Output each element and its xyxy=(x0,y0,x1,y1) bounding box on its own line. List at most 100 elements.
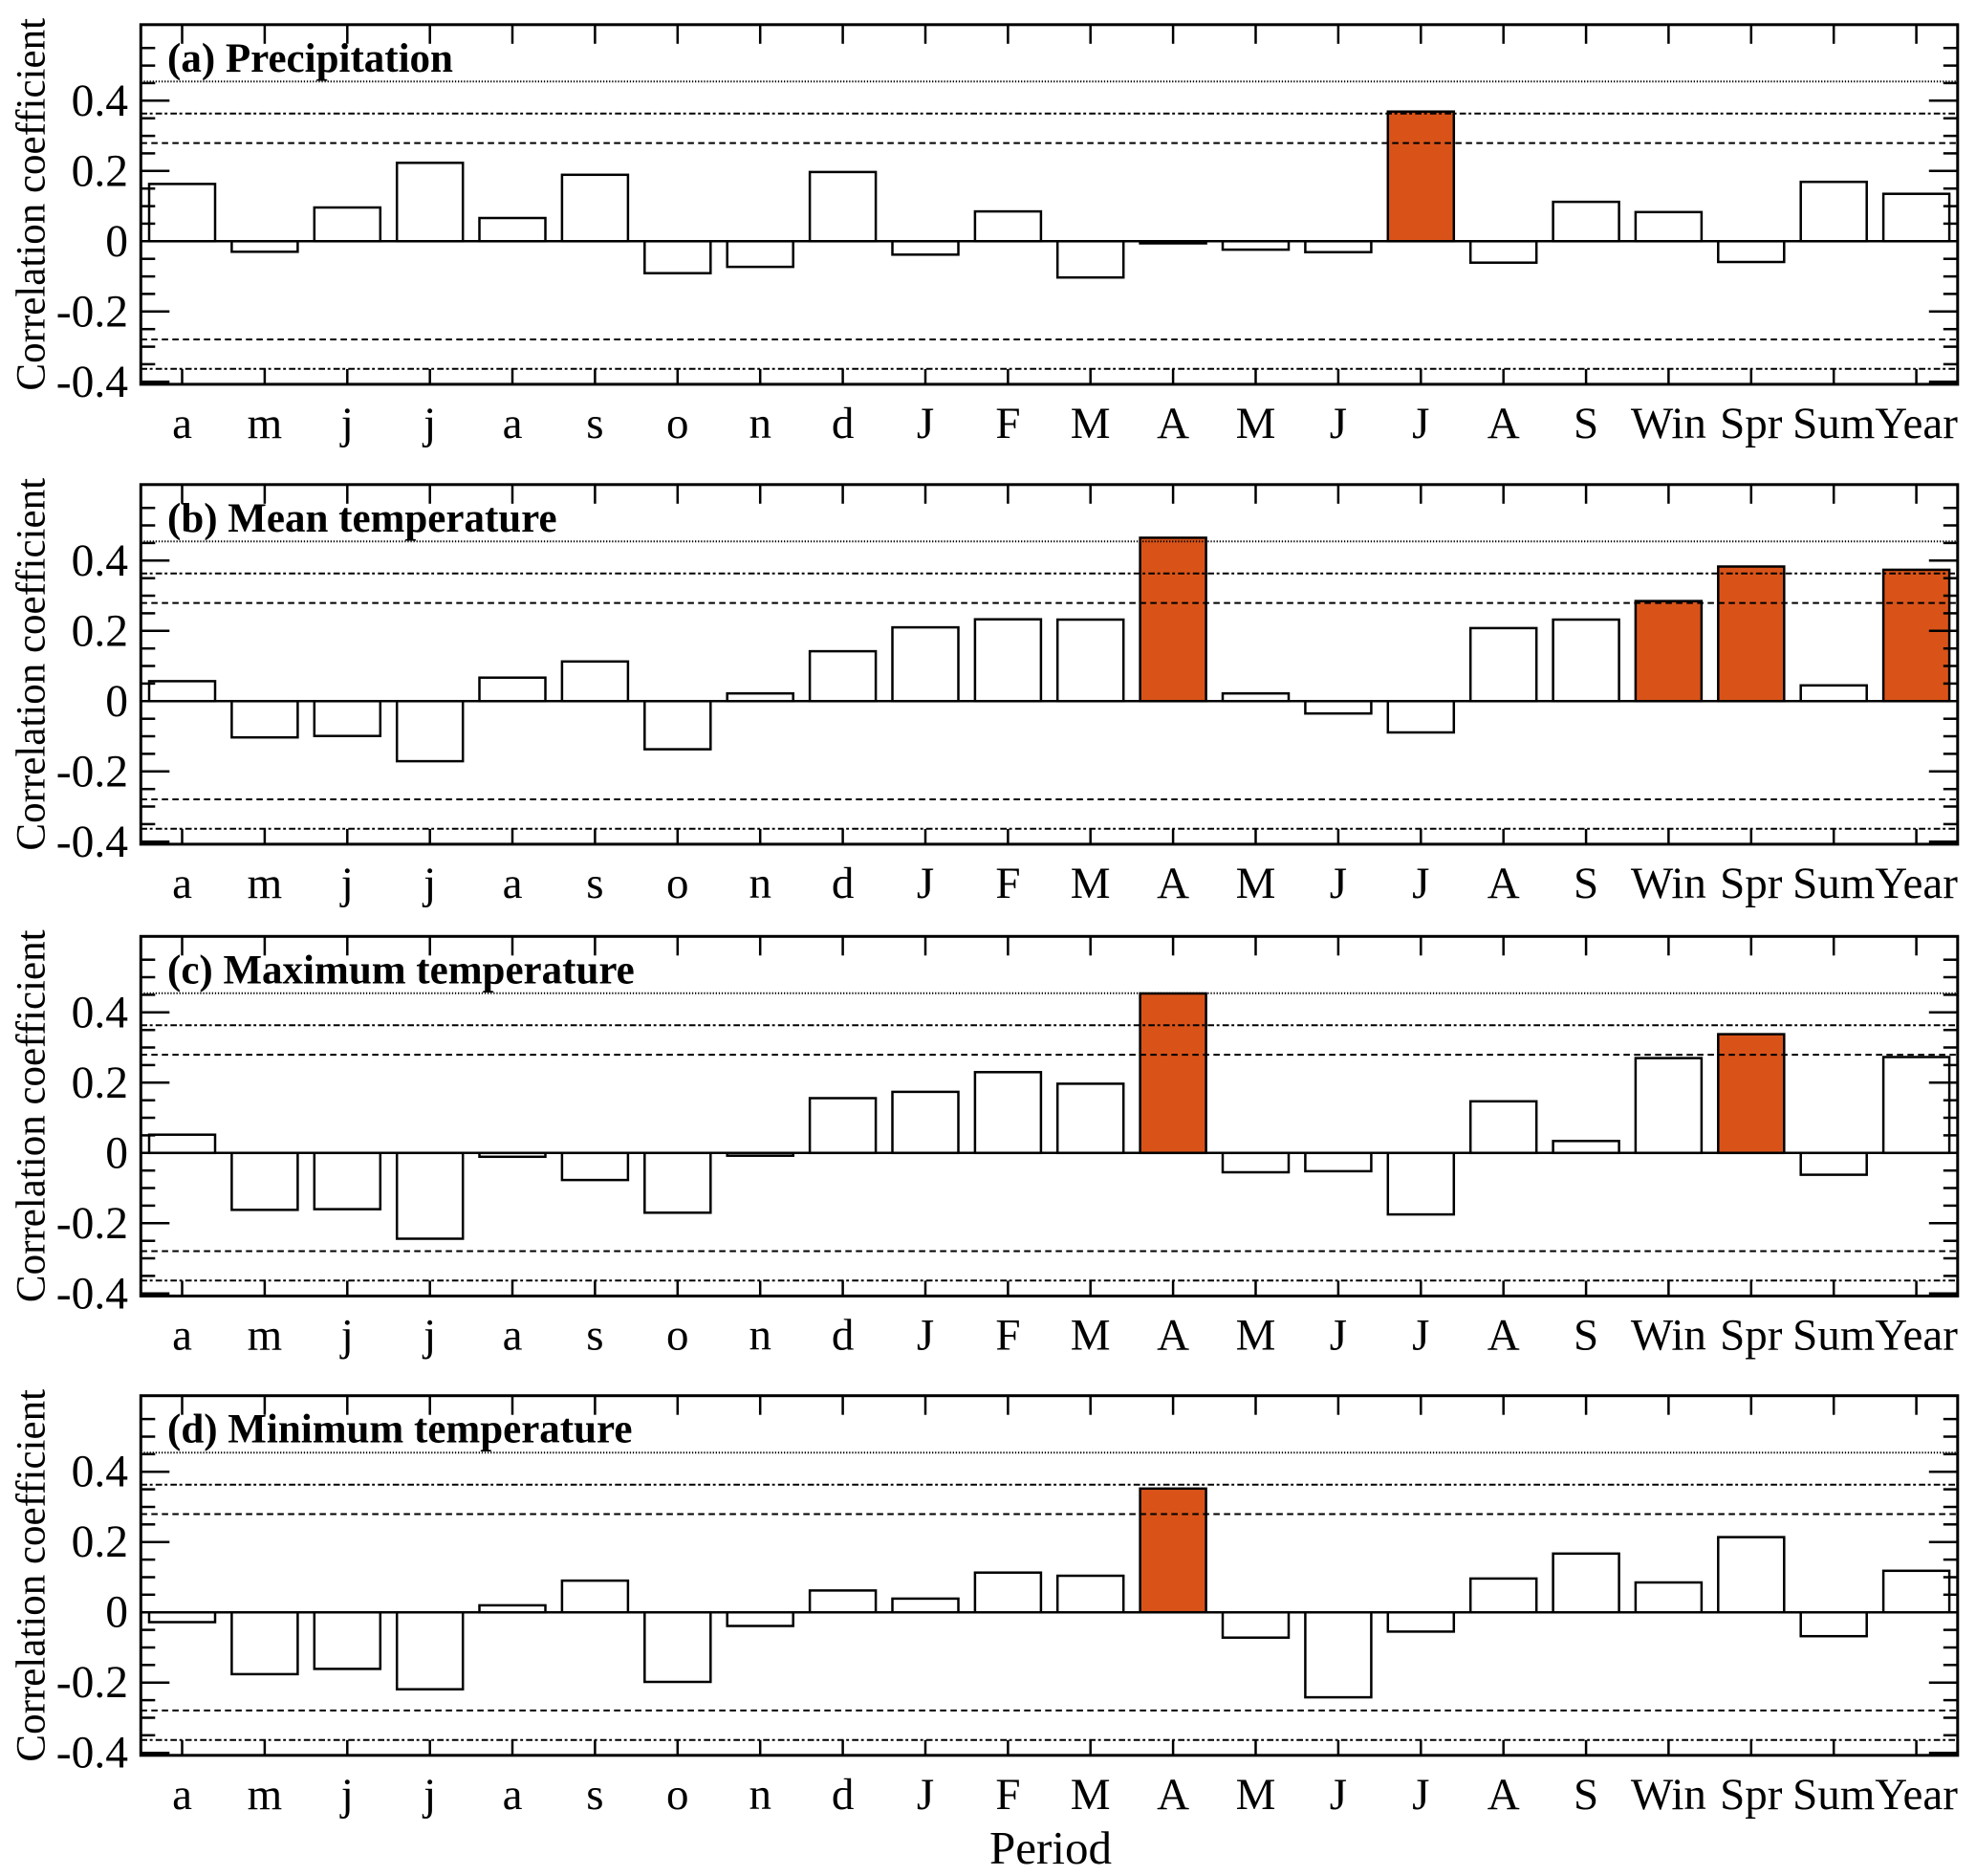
svg-text:-0.2: -0.2 xyxy=(56,1199,128,1249)
svg-text:a: a xyxy=(503,399,523,448)
svg-text:M: M xyxy=(1071,1310,1111,1360)
svg-text:m: m xyxy=(248,1310,283,1360)
svg-text:0: 0 xyxy=(105,217,128,267)
svg-text:a: a xyxy=(172,1310,192,1360)
svg-text:n: n xyxy=(749,1770,771,1820)
svg-text:Spr: Spr xyxy=(1720,1770,1783,1820)
svg-text:M: M xyxy=(1071,399,1111,448)
svg-text:0.2: 0.2 xyxy=(72,1058,128,1108)
svg-text:0.4: 0.4 xyxy=(72,536,129,586)
svg-text:J: J xyxy=(1330,1310,1347,1360)
svg-text:S: S xyxy=(1574,399,1598,448)
svg-text:A: A xyxy=(1487,1310,1520,1360)
svg-text:0.4: 0.4 xyxy=(72,988,129,1037)
svg-text:J: J xyxy=(1330,1770,1347,1820)
svg-text:J: J xyxy=(1412,1770,1429,1820)
svg-text:s: s xyxy=(586,1310,603,1360)
svg-text:Win: Win xyxy=(1631,1310,1706,1360)
svg-text:M: M xyxy=(1071,859,1111,908)
svg-text:Win: Win xyxy=(1631,859,1706,908)
svg-text:M: M xyxy=(1071,1770,1111,1820)
svg-text:(b) Mean temperature: (b) Mean temperature xyxy=(167,496,557,541)
svg-text:a: a xyxy=(503,1310,523,1360)
svg-text:n: n xyxy=(749,399,771,448)
svg-text:J: J xyxy=(917,859,934,908)
svg-text:Year: Year xyxy=(1875,399,1958,448)
svg-text:Sum: Sum xyxy=(1792,859,1875,908)
svg-text:F: F xyxy=(995,1770,1020,1820)
svg-text:m: m xyxy=(248,399,283,448)
svg-text:J: J xyxy=(1412,1310,1429,1360)
svg-text:o: o xyxy=(666,399,689,448)
svg-text:Year: Year xyxy=(1875,1770,1958,1820)
svg-text:o: o xyxy=(666,1770,689,1820)
svg-text:F: F xyxy=(995,1310,1020,1360)
svg-text:0: 0 xyxy=(105,677,128,727)
svg-text:Spr: Spr xyxy=(1720,859,1783,908)
svg-text:o: o xyxy=(666,859,689,908)
svg-text:j: j xyxy=(339,859,354,908)
svg-text:o: o xyxy=(666,1310,689,1360)
svg-text:m: m xyxy=(248,859,283,908)
svg-text:0.4: 0.4 xyxy=(72,76,129,126)
svg-text:A: A xyxy=(1157,399,1189,448)
svg-text:(c) Maximum temperature: (c) Maximum temperature xyxy=(167,948,635,993)
svg-text:J: J xyxy=(1330,859,1347,908)
svg-text:s: s xyxy=(586,1770,603,1820)
svg-text:m: m xyxy=(248,1770,283,1820)
svg-text:M: M xyxy=(1236,399,1276,448)
svg-text:a: a xyxy=(172,859,192,908)
svg-text:M: M xyxy=(1236,859,1276,908)
svg-text:n: n xyxy=(749,1310,771,1360)
svg-text:Spr: Spr xyxy=(1720,1310,1783,1360)
svg-text:j: j xyxy=(422,399,436,448)
svg-text:A: A xyxy=(1487,399,1520,448)
svg-text:Year: Year xyxy=(1875,859,1958,908)
svg-text:0.4: 0.4 xyxy=(72,1448,129,1497)
svg-text:Sum: Sum xyxy=(1792,399,1875,448)
svg-text:n: n xyxy=(749,859,771,908)
svg-text:a: a xyxy=(503,1770,523,1820)
svg-text:0.2: 0.2 xyxy=(72,146,128,196)
svg-text:-0.4: -0.4 xyxy=(56,358,128,407)
svg-text:S: S xyxy=(1574,1310,1598,1360)
svg-text:a: a xyxy=(503,859,523,908)
svg-text:d: d xyxy=(832,859,855,908)
svg-text:j: j xyxy=(339,1770,354,1820)
svg-text:F: F xyxy=(995,859,1020,908)
svg-text:d: d xyxy=(832,1310,855,1360)
svg-text:M: M xyxy=(1236,1310,1276,1360)
svg-text:F: F xyxy=(995,399,1020,448)
svg-text:M: M xyxy=(1236,1770,1276,1820)
svg-text:(a) Precipitation: (a) Precipitation xyxy=(167,36,453,81)
svg-text:0: 0 xyxy=(105,1588,128,1638)
svg-text:J: J xyxy=(1412,859,1429,908)
svg-text:j: j xyxy=(422,1310,436,1360)
svg-text:J: J xyxy=(1412,399,1429,448)
svg-text:J: J xyxy=(917,399,934,448)
svg-text:-0.2: -0.2 xyxy=(56,287,128,337)
svg-text:S: S xyxy=(1574,859,1598,908)
svg-text:A: A xyxy=(1157,1310,1189,1360)
svg-text:(d) Minimum temperature: (d) Minimum temperature xyxy=(167,1407,632,1452)
svg-text:-0.2: -0.2 xyxy=(56,1658,128,1708)
svg-text:Sum: Sum xyxy=(1792,1310,1875,1360)
svg-text:0.2: 0.2 xyxy=(72,606,128,656)
svg-text:Spr: Spr xyxy=(1720,399,1783,448)
svg-text:-0.2: -0.2 xyxy=(56,747,128,796)
svg-text:j: j xyxy=(422,859,436,908)
svg-text:J: J xyxy=(1330,399,1347,448)
svg-text:Correlation coefficient: Correlation coefficient xyxy=(10,18,54,391)
svg-text:a: a xyxy=(172,399,192,448)
svg-text:-0.4: -0.4 xyxy=(56,1729,128,1778)
svg-text:d: d xyxy=(832,1770,855,1820)
svg-text:d: d xyxy=(832,399,855,448)
svg-text:Win: Win xyxy=(1631,399,1706,448)
svg-text:0: 0 xyxy=(105,1128,128,1178)
svg-text:Year: Year xyxy=(1875,1310,1958,1360)
svg-text:-0.4: -0.4 xyxy=(56,818,128,867)
svg-text:j: j xyxy=(339,399,354,448)
svg-text:j: j xyxy=(422,1770,436,1820)
svg-text:A: A xyxy=(1157,1770,1189,1820)
svg-text:j: j xyxy=(339,1310,354,1360)
